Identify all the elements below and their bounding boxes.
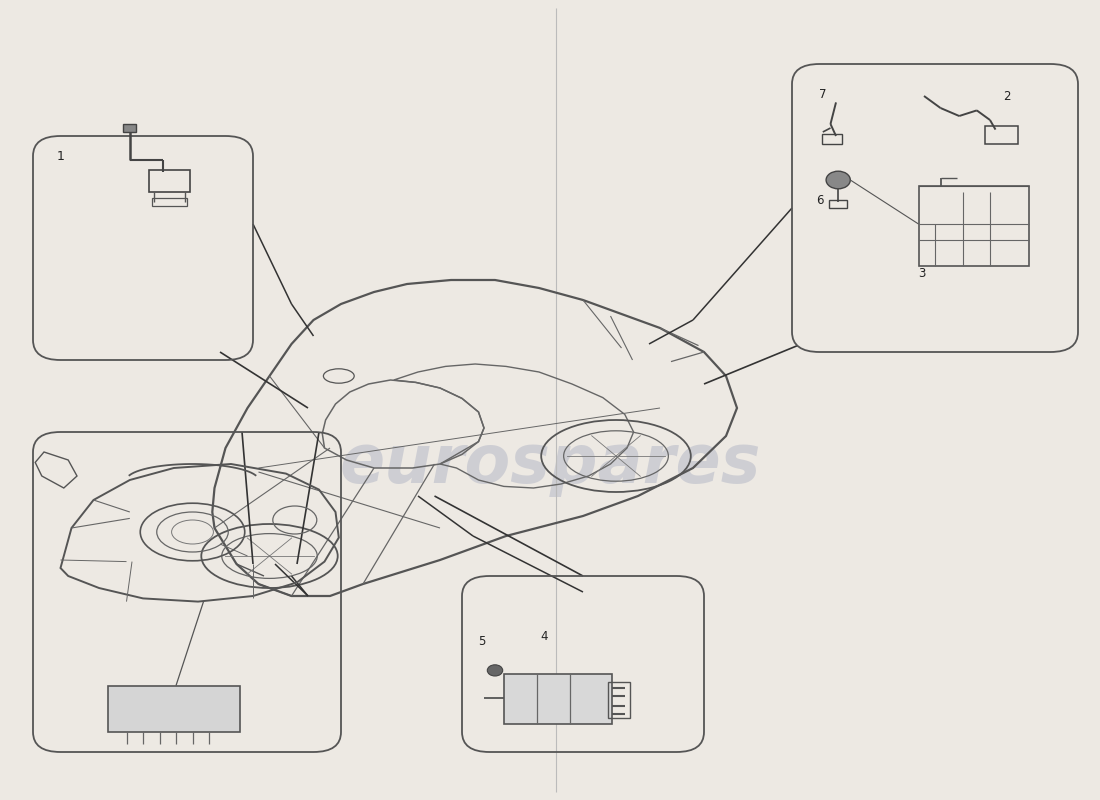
Text: 3: 3: [918, 267, 925, 280]
Text: 1: 1: [56, 150, 65, 162]
Text: eurospares: eurospares: [339, 431, 761, 497]
Circle shape: [826, 171, 850, 189]
Text: 4: 4: [541, 630, 548, 642]
Text: 6: 6: [816, 194, 823, 206]
FancyBboxPatch shape: [123, 124, 136, 132]
Text: 7: 7: [820, 88, 826, 101]
Text: 2: 2: [1003, 90, 1010, 102]
Text: 5: 5: [478, 635, 485, 648]
Circle shape: [487, 665, 503, 676]
FancyBboxPatch shape: [504, 674, 612, 724]
FancyBboxPatch shape: [108, 686, 240, 732]
